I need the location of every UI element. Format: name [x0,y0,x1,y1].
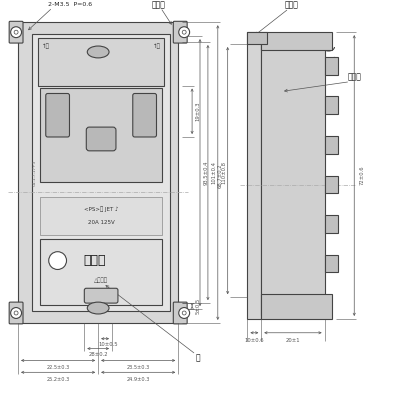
Bar [248,32,267,44]
Circle shape [179,27,190,38]
Text: 110±0.8: 110±0.8 [221,161,226,184]
Bar [324,176,338,193]
Bar [38,38,164,86]
Bar [261,294,332,319]
Text: 23.5±0.3: 23.5±0.3 [126,365,150,370]
FancyBboxPatch shape [9,21,23,43]
Bar [261,36,324,315]
Text: カバー: カバー [285,0,299,9]
Text: 20A 125V: 20A 125V [88,220,114,224]
Bar [18,22,178,323]
Text: 2-M3.5  P=0.6: 2-M3.5 P=0.6 [48,2,92,7]
Circle shape [182,311,186,315]
Bar [324,215,338,233]
Text: 取付枠: 取付枠 [152,0,166,9]
Text: 28±0.2: 28±0.2 [88,352,108,357]
Bar [324,136,338,154]
Bar [40,88,162,182]
Circle shape [182,30,186,34]
FancyBboxPatch shape [9,302,23,324]
Ellipse shape [87,46,109,58]
Text: 68.7±0.2: 68.7±0.2 [217,163,222,188]
Bar [324,255,338,272]
Text: 10±0.5: 10±0.5 [98,342,118,347]
FancyBboxPatch shape [133,94,156,137]
Bar [40,197,162,235]
Text: <PS>え JET ♪: <PS>え JET ♪ [84,206,118,212]
Circle shape [11,27,22,38]
Text: ↑上: ↑上 [152,43,160,49]
Text: 20±1: 20±1 [286,338,300,343]
Bar [248,32,261,319]
Text: 5±0.5: 5±0.5 [196,298,200,314]
FancyBboxPatch shape [173,302,187,324]
Bar [32,34,170,311]
Text: ↑非: ↑非 [42,43,50,49]
Text: 25.2±0.3: 25.2±0.3 [46,377,70,382]
Text: 非: 非 [196,353,200,362]
Ellipse shape [87,302,109,314]
FancyBboxPatch shape [86,127,116,151]
Bar [261,32,332,50]
Text: ┤: ┤ [56,111,60,119]
Text: 10±0.6: 10±0.6 [244,338,264,343]
FancyBboxPatch shape [84,288,118,303]
FancyBboxPatch shape [173,21,187,43]
Circle shape [14,311,18,315]
Text: △印字を: △印字を [94,278,108,283]
Text: 72±0.6: 72±0.6 [360,166,365,185]
Text: アース: アース [83,254,106,267]
Bar [324,57,338,75]
Text: C4-1-7-17+3: C4-1-7-17+3 [33,160,37,186]
FancyBboxPatch shape [46,94,70,137]
Text: 22.5±0.3: 22.5±0.3 [46,365,70,370]
Circle shape [179,308,190,318]
Text: 24.9±0.3: 24.9±0.3 [126,377,150,382]
Circle shape [11,308,22,318]
Bar [40,239,162,305]
Text: 101±0.4: 101±0.4 [211,161,216,184]
Bar [324,96,338,114]
Text: ボディ: ボディ [347,72,361,81]
Text: 19±0.3: 19±0.3 [196,102,200,121]
Circle shape [14,30,18,34]
Circle shape [49,252,66,270]
Text: 93.5±0.4: 93.5±0.4 [204,160,208,185]
